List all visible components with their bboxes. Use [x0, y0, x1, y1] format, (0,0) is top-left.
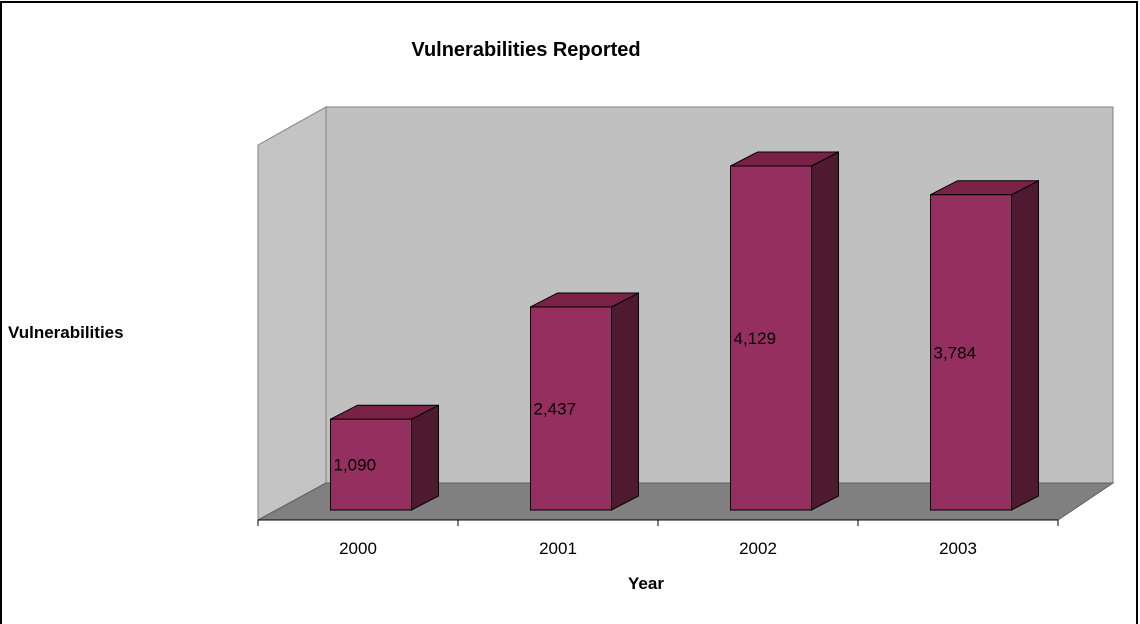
y-axis-label: Vulnerabilities [8, 323, 124, 342]
x-tick-label-2003: 2003 [939, 539, 977, 558]
bar-front-2003 [930, 194, 1012, 511]
bar-2000: 1,090 [330, 404, 439, 511]
x-ticks-group: 2000 2001 2002 2003 [257, 520, 1059, 558]
data-label-2003: 3,784 [934, 343, 977, 362]
bar-side-2002 [811, 151, 839, 511]
bar-front-2001 [530, 306, 612, 511]
data-label-2000: 1,090 [334, 456, 377, 475]
bar-front-2002 [730, 165, 812, 511]
bar-side-2003 [1011, 179, 1039, 511]
chart-title: Vulnerabilities Reported [411, 39, 640, 61]
x-tick-label-2001: 2001 [539, 539, 577, 558]
bar-side-2001 [611, 292, 639, 511]
bar-2001: 2,437 [530, 292, 639, 511]
side-wall [257, 106, 327, 521]
bar-2002: 4,129 [730, 151, 839, 511]
bars-group: 1,090 2,437 4,129 3,784 [330, 151, 1039, 511]
x-tick-label-2000: 2000 [339, 539, 377, 558]
data-label-2001: 2,437 [534, 399, 577, 418]
data-label-2002: 4,129 [734, 329, 777, 348]
bar-side-2000 [411, 404, 439, 511]
x-tick-label-2002: 2002 [739, 539, 777, 558]
x-axis-label: Year [628, 574, 664, 593]
bar-front-2000 [330, 418, 412, 511]
bar-2003: 3,784 [930, 179, 1039, 511]
